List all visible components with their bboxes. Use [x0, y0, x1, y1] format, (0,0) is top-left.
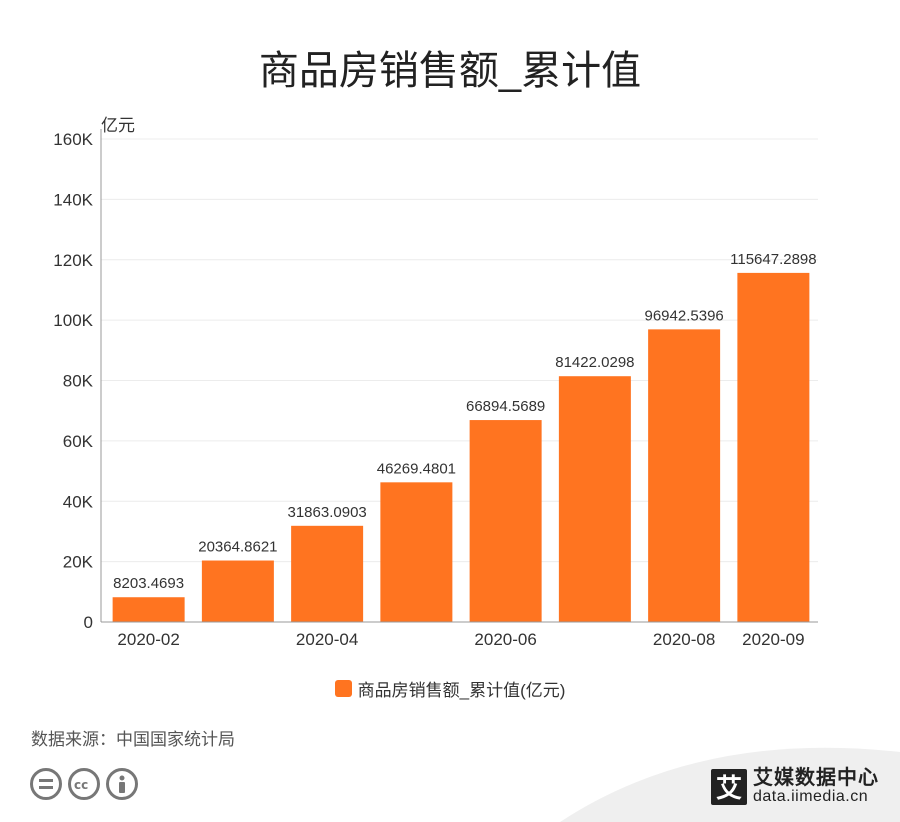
y-axis-ticks: 0 20K 40K 60K 80K 100K 120K 140K 160K	[53, 130, 93, 632]
y-tick-label: 20K	[63, 553, 94, 572]
y-tick-label: 60K	[63, 432, 94, 451]
data-label: 46269.4801	[377, 460, 456, 477]
y-tick-label: 140K	[53, 190, 93, 209]
bar	[112, 597, 185, 622]
data-label: 8203.4693	[113, 575, 184, 592]
y-tick-label: 160K	[53, 130, 93, 149]
bar	[380, 482, 453, 622]
data-label: 66894.5689	[466, 398, 545, 415]
brand: 艾 艾媒数据中心 data.iimedia.cn	[711, 768, 879, 806]
bar	[291, 525, 364, 622]
x-axis-ticks: 2020-02 2020-04 2020-06 2020-08 2020-09	[117, 630, 804, 649]
x-tick-label: 2020-02	[117, 630, 179, 649]
legend-label: 商品房销售额_累计值(亿元)	[357, 681, 566, 700]
chart-title: 商品房销售额_累计值	[258, 49, 642, 93]
data-source: 数据来源：中国国家统计局	[31, 730, 235, 749]
data-labels: 8203.4693 20364.8621 31863.0903 46269.4801 6…	[113, 251, 816, 592]
legend-swatch	[334, 680, 352, 697]
bar	[737, 272, 810, 622]
bar	[201, 560, 274, 622]
bar	[558, 376, 631, 622]
bar	[648, 329, 721, 622]
data-label: 115647.2898	[730, 251, 816, 268]
bar	[469, 420, 542, 622]
y-axis-unit: 亿元	[101, 116, 135, 135]
license-icons: cc	[30, 768, 138, 800]
data-label: 31863.0903	[288, 504, 367, 521]
bars	[112, 272, 810, 622]
brand-name: 艾媒数据中心	[753, 767, 879, 789]
x-tick-label: 2020-09	[742, 630, 804, 649]
brand-url: data.iimedia.cn	[753, 788, 869, 805]
x-tick-label: 2020-08	[653, 630, 715, 649]
data-label: 81422.0298	[555, 354, 634, 371]
brand-logo-icon: 艾	[711, 768, 747, 805]
data-label: 96942.5396	[645, 307, 724, 324]
data-label: 20364.8621	[198, 539, 277, 556]
y-tick-label: 100K	[53, 311, 93, 330]
y-tick-label: 80K	[63, 372, 94, 391]
equals-icon	[30, 768, 62, 800]
attribution-icon	[106, 768, 138, 800]
svg-text:cc: cc	[74, 778, 88, 790]
y-tick-label: 120K	[53, 251, 93, 270]
cc-icon: cc	[68, 768, 100, 800]
y-tick-label: 0	[84, 613, 93, 632]
x-tick-label: 2020-06	[474, 630, 536, 649]
legend[interactable]: 商品房销售额_累计值(亿元)	[0, 676, 900, 701]
x-tick-label: 2020-04	[296, 630, 358, 649]
y-tick-label: 40K	[63, 492, 94, 511]
